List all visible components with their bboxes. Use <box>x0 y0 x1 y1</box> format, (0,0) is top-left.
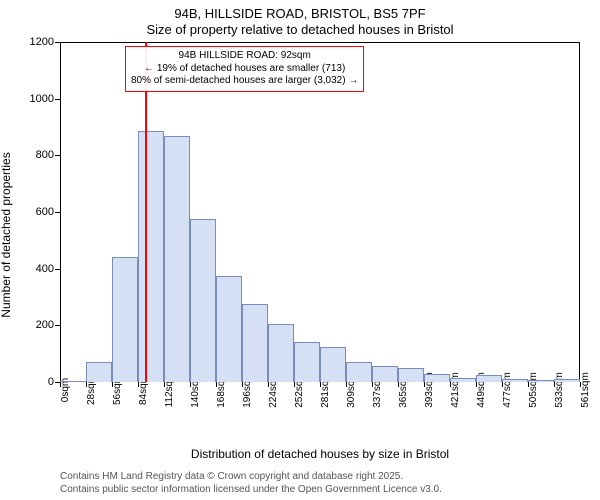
chart-title-line2: Size of property relative to detached ho… <box>0 22 600 37</box>
y-tick-label: 1000 <box>14 93 54 105</box>
y-tick-label: 800 <box>14 149 54 161</box>
histogram-bar <box>294 342 320 382</box>
histogram-bar <box>216 276 242 382</box>
histogram-bar <box>190 219 216 382</box>
plot-border-top <box>60 42 580 43</box>
y-tick <box>55 155 60 156</box>
annotation-box: 94B HILLSIDE ROAD: 92sqm← 19% of detache… <box>125 46 364 92</box>
footer-line2: Contains public sector information licen… <box>60 484 442 497</box>
chart-container: 94B, HILLSIDE ROAD, BRISTOL, BS5 7PF Siz… <box>0 0 600 500</box>
histogram-bar <box>86 362 112 382</box>
y-tick <box>55 42 60 43</box>
plot-border-right <box>579 42 580 382</box>
y-tick <box>55 99 60 100</box>
property-marker-line <box>145 42 147 382</box>
y-tick-label: 400 <box>14 263 54 275</box>
y-axis-label: Number of detached properties <box>0 152 13 317</box>
histogram-bar <box>346 362 372 382</box>
chart-title-line1: 94B, HILLSIDE ROAD, BRISTOL, BS5 7PF <box>0 6 600 21</box>
attribution-footer: Contains HM Land Registry data © Crown c… <box>60 471 442 496</box>
annotation-line: 80% of semi-detached houses are larger (… <box>131 75 358 88</box>
plot-area: 0200400600800100012000sqm28sqm56sqm84sqm… <box>60 42 580 382</box>
footer-line1: Contains HM Land Registry data © Crown c… <box>60 471 442 484</box>
x-axis-label: Distribution of detached houses by size … <box>60 447 580 461</box>
histogram-bar <box>320 347 346 382</box>
y-tick-label: 600 <box>14 206 54 218</box>
histogram-bar <box>268 324 294 382</box>
x-tick-label: 561sqm <box>580 372 591 408</box>
y-tick-label: 1200 <box>14 36 54 48</box>
y-tick-label: 200 <box>14 319 54 331</box>
annotation-line: 94B HILLSIDE ROAD: 92sqm <box>131 50 358 63</box>
x-tick-label: 533sqm <box>554 372 565 408</box>
y-tick-label: 0 <box>14 376 54 388</box>
x-tick-label: 477sqm <box>502 372 513 408</box>
histogram-bar <box>528 380 554 382</box>
histogram-bar <box>450 378 476 382</box>
histogram-bar <box>372 366 398 382</box>
y-tick <box>55 269 60 270</box>
histogram-bar <box>60 381 86 382</box>
x-tick-label: 505sqm <box>528 372 539 408</box>
histogram-bar <box>398 368 424 382</box>
histogram-bar <box>476 375 502 382</box>
histogram-bar <box>554 379 580 382</box>
y-tick <box>55 212 60 213</box>
histogram-bar <box>164 136 190 383</box>
y-axis-line <box>60 42 61 382</box>
y-tick <box>55 325 60 326</box>
histogram-bar <box>242 304 268 382</box>
histogram-bar <box>112 257 138 382</box>
histogram-bar <box>424 374 450 383</box>
histogram-bar <box>502 379 528 382</box>
histogram-bar <box>138 131 164 382</box>
annotation-line: ← 19% of detached houses are smaller (71… <box>131 63 358 76</box>
